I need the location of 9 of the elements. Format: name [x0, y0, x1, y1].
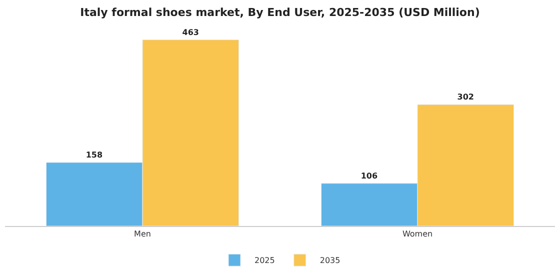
data-label: 302 [457, 92, 474, 102]
x-tick-label: Women [402, 230, 433, 239]
data-label: 158 [86, 150, 103, 160]
data-label: 463 [182, 28, 199, 37]
chart-title: Italy formal shoes market, By End User, 2025-2035 (USD Million) [80, 6, 480, 20]
x-tick-label: Men [134, 230, 151, 239]
data-label: 106 [360, 171, 378, 180]
legend-label: 2035 [320, 256, 340, 266]
legend-label: 2025 [254, 256, 275, 266]
